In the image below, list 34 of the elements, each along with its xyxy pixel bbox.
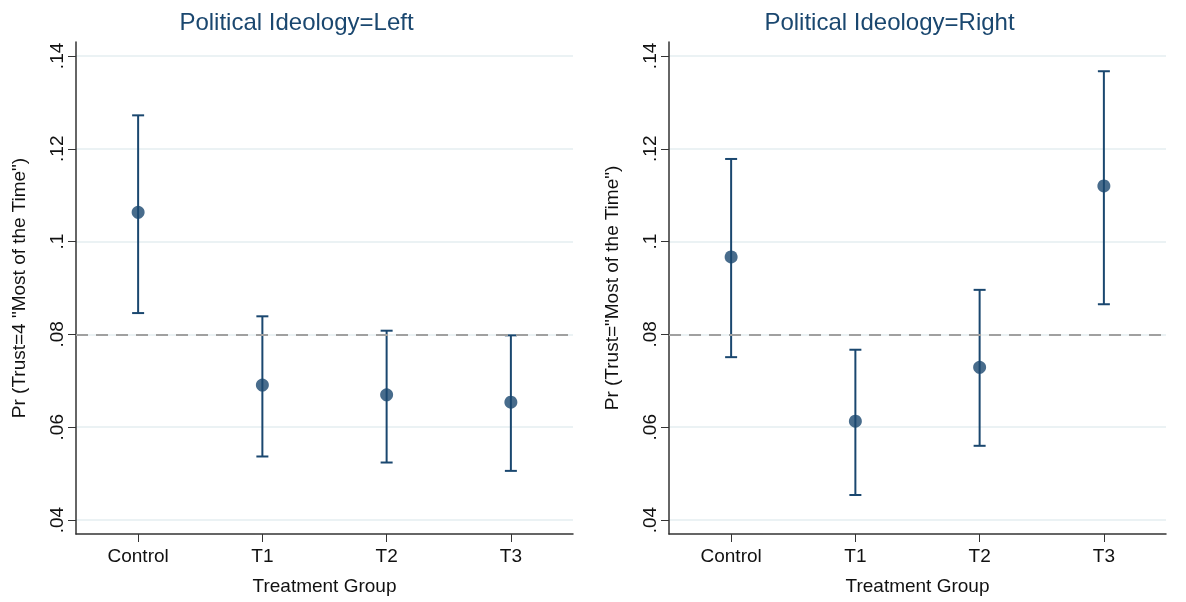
y-axis-title: Pr (Trust=4 "Most of the Time") xyxy=(8,157,29,419)
chart-title: Political Ideology=Right xyxy=(764,7,1015,35)
y-tick-label: .08 xyxy=(46,321,67,348)
x-tick-label: Control xyxy=(700,545,762,566)
y-tick-label: .12 xyxy=(46,135,67,162)
point xyxy=(504,395,518,409)
y-axis-title: Pr (Trust="Most of the Time") xyxy=(601,165,622,411)
point xyxy=(131,205,145,219)
x-axis-title: Treatment Group xyxy=(252,575,397,596)
y-tick-label: .14 xyxy=(639,42,660,70)
y-tick-label: .1 xyxy=(46,233,67,250)
x-tick-label: T1 xyxy=(251,545,274,566)
point xyxy=(380,388,394,402)
y-tick-label: .12 xyxy=(639,135,660,162)
y-tick-label: .04 xyxy=(46,506,67,534)
point xyxy=(1097,179,1111,193)
x-tick-label: T2 xyxy=(968,545,991,566)
point xyxy=(973,360,987,374)
point xyxy=(848,414,862,428)
chart-title: Political Ideology=Left xyxy=(179,7,414,35)
y-tick-label: .1 xyxy=(639,233,660,250)
x-tick-label: Control xyxy=(107,545,169,566)
x-tick-label: T3 xyxy=(499,545,522,566)
x-axis-title: Treatment Group xyxy=(845,575,990,596)
x-tick-label: T2 xyxy=(375,545,398,566)
y-tick-label: .04 xyxy=(639,506,660,534)
y-tick-label: .08 xyxy=(639,321,660,348)
y-tick-label: .06 xyxy=(46,414,67,441)
y-tick-label: .06 xyxy=(639,414,660,441)
x-tick-label: T1 xyxy=(844,545,867,566)
point xyxy=(255,378,269,392)
y-tick-label: .14 xyxy=(46,42,67,70)
x-tick-label: T3 xyxy=(1092,545,1115,566)
point xyxy=(724,250,738,264)
